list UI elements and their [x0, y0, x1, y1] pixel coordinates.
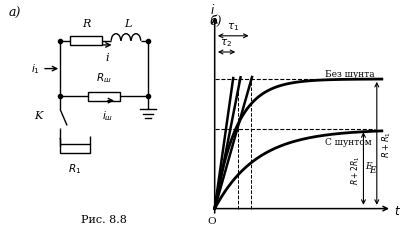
Text: $i_ш$: $i_ш$ [102, 109, 114, 122]
Text: Рис. 8.8: Рис. 8.8 [81, 214, 127, 224]
Text: E: E [369, 165, 376, 174]
Text: $R_ш$: $R_ш$ [96, 71, 112, 84]
Text: $i_1$: $i_1$ [31, 62, 40, 76]
Text: i: i [106, 53, 109, 63]
Text: $t$: $t$ [394, 204, 401, 217]
Text: E: E [365, 161, 372, 170]
Text: б): б) [210, 15, 222, 28]
Text: $R+2R_1$: $R+2R_1$ [349, 155, 362, 184]
Text: R: R [82, 19, 90, 29]
Text: O: O [207, 216, 215, 225]
Text: $R_1$: $R_1$ [69, 162, 82, 175]
Text: $R+R_1$: $R+R_1$ [380, 131, 393, 158]
Text: С шунтом: С шунтом [325, 138, 372, 146]
Text: $\tau_1$: $\tau_1$ [227, 21, 239, 33]
Bar [88, 92, 120, 102]
Text: $i$: $i$ [210, 3, 215, 17]
Bar [60, 144, 90, 154]
Text: L: L [124, 19, 131, 29]
Bar [70, 37, 102, 46]
Text: K: K [34, 110, 42, 121]
Text: Без шунта: Без шунта [325, 70, 375, 79]
Text: $\tau_2$: $\tau_2$ [220, 37, 233, 49]
Text: a): a) [8, 7, 20, 20]
